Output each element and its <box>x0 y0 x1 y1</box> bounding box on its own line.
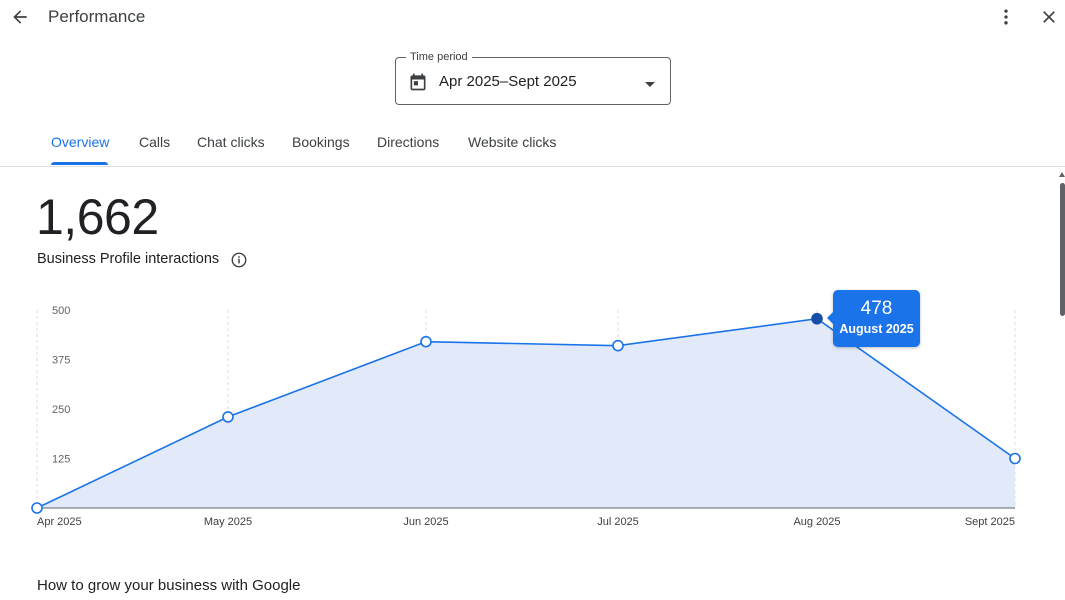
x-tick-label-aug-2025: Aug 2025 <box>793 516 840 528</box>
calendar-icon <box>408 72 428 92</box>
time-period-select[interactable]: Time period Apr 2025–Sept 2025 <box>395 50 671 105</box>
scrollbar-thumb[interactable] <box>1060 183 1065 316</box>
close-icon[interactable] <box>1037 5 1061 29</box>
x-tick-label-jun-2025: Jun 2025 <box>403 516 448 528</box>
interactions-total: 1,662 <box>36 189 159 245</box>
tab-chat-clicks[interactable]: Chat clicks <box>197 134 265 150</box>
active-tab-indicator <box>51 162 108 165</box>
data-point-aug-2025 <box>811 312 823 325</box>
tab-calls[interactable]: Calls <box>139 134 171 150</box>
interactions-chart: 500 375 250 125 Apr 2025 May 2025 Jun 2025 Jul … <box>31 305 1021 528</box>
data-point-apr-2025 <box>31 502 43 514</box>
tooltip-value: 478 <box>860 298 893 319</box>
data-point-jun-2025 <box>420 335 432 348</box>
time-period-label: Time period <box>406 50 472 64</box>
tooltip-label: August 2025 <box>839 322 914 336</box>
dropdown-arrow-icon <box>644 77 656 87</box>
x-tick-label-apr-2025: Apr 2025 <box>37 516 82 528</box>
data-point-sept-2025 <box>1009 452 1021 465</box>
y-tick-label-125: 125 <box>52 454 70 466</box>
x-tick-label-jul-2025: Jul 2025 <box>597 516 639 528</box>
chart-area-fill <box>37 318 1015 508</box>
data-point-jul-2025 <box>612 339 624 352</box>
tab-bar: Overview Calls Chat clicks Bookings Dire… <box>0 120 1065 167</box>
tab-website-clicks[interactable]: Website clicks <box>468 134 557 150</box>
x-tick-label-sept-2025: Sept 2025 <box>965 516 1015 528</box>
interactions-label: Business Profile interactions <box>37 251 220 267</box>
grow-business-heading: How to grow your business with Google <box>37 577 301 594</box>
y-tick-label-250: 250 <box>52 404 70 416</box>
page-title: Performance <box>48 7 146 26</box>
y-tick-label-375: 375 <box>52 355 70 367</box>
data-point-may-2025 <box>222 411 234 423</box>
scroll-up-arrow-icon[interactable] <box>1059 172 1065 177</box>
tab-overview[interactable]: Overview <box>51 134 110 150</box>
tab-bookings[interactable]: Bookings <box>292 134 350 150</box>
arrow-back-icon[interactable] <box>8 5 32 29</box>
info-icon[interactable] <box>230 251 248 269</box>
y-tick-label-500: 500 <box>52 305 70 317</box>
time-period-value: Apr 2025–Sept 2025 <box>439 73 577 90</box>
more-vert-icon[interactable] <box>994 5 1018 29</box>
top-bar: Performance <box>0 0 1065 34</box>
chart-tooltip: 478 August 2025 <box>827 290 920 347</box>
tab-directions[interactable]: Directions <box>377 134 440 150</box>
x-tick-label-may-2025: May 2025 <box>204 516 252 528</box>
